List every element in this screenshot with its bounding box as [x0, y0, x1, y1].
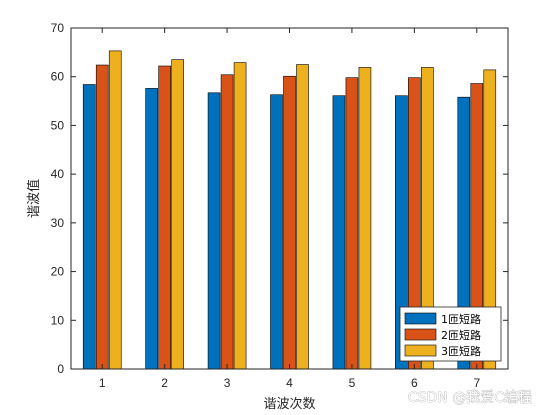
legend-label-1: 1匝短路: [441, 312, 481, 326]
legend-swatch-1: [404, 312, 437, 325]
x-tick-label: 3: [224, 376, 231, 390]
y-tick-label: 60: [51, 70, 65, 84]
bar-series-3-cat-4: [296, 64, 309, 370]
legend-label-3: 3匝短路: [441, 344, 481, 358]
x-tick-label: 2: [161, 376, 168, 390]
y-tick-label: 20: [51, 265, 65, 279]
bar-series-1-cat-5: [332, 95, 346, 370]
bar-series-3-cat-3: [233, 62, 247, 370]
bar-series-2-cat-1: [95, 64, 109, 370]
y-tick-label: 40: [51, 167, 65, 181]
legend-swatch-2: [404, 328, 437, 341]
bar-series-3-cat-1: [108, 50, 122, 370]
y-tick-label: 30: [51, 216, 65, 230]
y-axis-label: 谐波值: [26, 179, 42, 218]
watermark: CSDN @我爱C编程: [408, 390, 532, 406]
y-tick-label: 10: [51, 313, 65, 327]
bar-series-1-cat-1: [82, 84, 96, 370]
x-tick-label: 7: [473, 376, 480, 390]
y-tick-label: 0: [57, 362, 64, 376]
bar-series-2-cat-5: [345, 77, 359, 370]
bar-series-1-cat-2: [145, 88, 158, 370]
bar-series-2-cat-3: [220, 74, 234, 370]
bar-series-3-cat-5: [358, 67, 372, 370]
bar-series-1-cat-4: [270, 94, 283, 370]
bar-series-1-cat-3: [207, 92, 221, 370]
legend: 1匝短路 2匝短路 3匝短路: [399, 306, 502, 362]
bar-series-3-cat-2: [171, 59, 184, 370]
bars-layer: [82, 50, 497, 370]
bar-series-2-cat-2: [158, 65, 171, 370]
x-tick-label: 5: [349, 376, 356, 390]
bar-series-2-cat-4: [283, 75, 296, 370]
x-tick-label: 1: [99, 376, 106, 390]
ticks-layer: 0 10 20 30 40 50 60 70 1 2 3 4 5 6 7: [51, 21, 508, 390]
y-tick-label: 70: [51, 21, 65, 35]
x-tick-label: 4: [286, 376, 293, 390]
legend-label-2: 2匝短路: [441, 328, 481, 342]
legend-swatch-3: [404, 344, 437, 357]
y-tick-label: 50: [51, 118, 65, 132]
x-axis-label: 谐波次数: [263, 396, 315, 412]
x-tick-label: 6: [411, 376, 418, 390]
